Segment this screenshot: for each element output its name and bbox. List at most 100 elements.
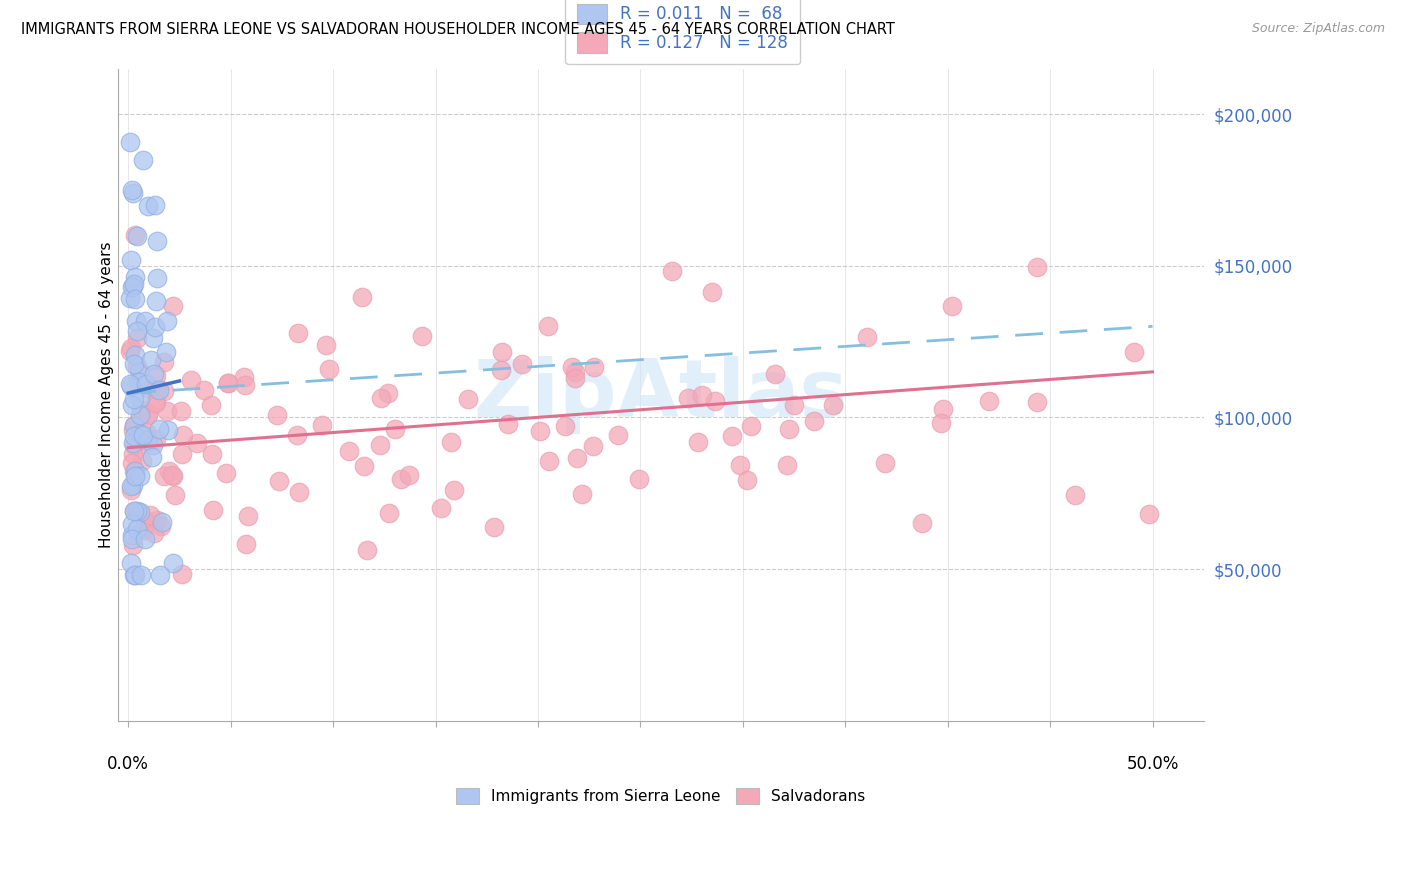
- Point: [125, 504, 148, 518]
- Point: [215, 466, 238, 480]
- Point: [141, 450, 163, 465]
- Point: [932, 401, 955, 416]
- Point: [564, 371, 586, 385]
- Point: [162, 299, 184, 313]
- Point: [170, 404, 193, 418]
- Point: [139, 352, 162, 367]
- Text: 0.0%: 0.0%: [107, 756, 149, 773]
- Point: [201, 502, 224, 516]
- Point: [571, 487, 593, 501]
- Point: [170, 447, 193, 461]
- Point: [1122, 344, 1144, 359]
- Point: [146, 513, 169, 527]
- Point: [124, 348, 146, 362]
- Point: [122, 357, 145, 371]
- Point: [567, 451, 589, 466]
- Point: [122, 478, 145, 492]
- Point: [740, 419, 762, 434]
- Point: [288, 485, 311, 500]
- Point: [193, 383, 215, 397]
- Point: [370, 437, 392, 451]
- Point: [728, 458, 751, 473]
- Text: IMMIGRANTS FROM SIERRA LEONE VS SALVADORAN HOUSEHOLDER INCOME AGES 45 - 64 YEARS: IMMIGRANTS FROM SIERRA LEONE VS SALVADOR…: [21, 22, 896, 37]
- Point: [121, 183, 143, 197]
- Point: [136, 406, 159, 420]
- Point: [162, 556, 184, 570]
- Point: [398, 467, 420, 482]
- Point: [941, 300, 963, 314]
- Point: [146, 382, 169, 396]
- Point: [156, 404, 179, 418]
- Point: [318, 362, 340, 376]
- Point: [131, 454, 153, 468]
- Point: [128, 364, 150, 378]
- Point: [122, 568, 145, 582]
- Point: [128, 391, 150, 405]
- Point: [162, 469, 184, 483]
- Point: [120, 483, 142, 498]
- Point: [391, 472, 413, 486]
- Point: [510, 357, 533, 371]
- Y-axis label: Householder Income Ages 45 - 64 years: Householder Income Ages 45 - 64 years: [100, 242, 114, 548]
- Point: [661, 264, 683, 278]
- Point: [160, 468, 183, 483]
- Point: [979, 394, 1001, 409]
- Point: [163, 488, 186, 502]
- Point: [384, 422, 406, 436]
- Point: [703, 393, 725, 408]
- Point: [124, 269, 146, 284]
- Point: [153, 384, 176, 399]
- Text: ZipAtlas: ZipAtlas: [474, 356, 848, 434]
- Text: Source: ZipAtlas.com: Source: ZipAtlas.com: [1251, 22, 1385, 36]
- Point: [143, 396, 166, 410]
- Point: [148, 568, 170, 582]
- Point: [122, 504, 145, 518]
- Point: [823, 398, 845, 412]
- Point: [554, 419, 576, 434]
- Point: [142, 438, 165, 452]
- Point: [148, 383, 170, 397]
- Point: [186, 435, 208, 450]
- Point: [537, 454, 560, 468]
- Point: [132, 428, 155, 442]
- Point: [122, 435, 145, 450]
- Point: [118, 291, 141, 305]
- Point: [200, 398, 222, 412]
- Point: [145, 368, 167, 383]
- Point: [496, 417, 519, 432]
- Point: [139, 508, 162, 522]
- Point: [1026, 395, 1049, 409]
- Point: [172, 566, 194, 581]
- Point: [1026, 260, 1049, 275]
- Point: [129, 403, 152, 417]
- Point: [875, 456, 897, 470]
- Point: [411, 329, 433, 343]
- Point: [121, 278, 143, 293]
- Point: [377, 386, 399, 401]
- Text: 50.0%: 50.0%: [1126, 756, 1178, 773]
- Point: [136, 199, 159, 213]
- Point: [582, 359, 605, 374]
- Point: [134, 533, 156, 547]
- Point: [172, 428, 194, 442]
- Point: [735, 474, 758, 488]
- Point: [122, 186, 145, 201]
- Point: [122, 438, 145, 452]
- Point: [350, 290, 373, 304]
- Point: [128, 468, 150, 483]
- Point: [145, 293, 167, 308]
- Point: [217, 376, 239, 391]
- Point: [489, 362, 512, 376]
- Point: [353, 458, 375, 473]
- Point: [136, 408, 159, 422]
- Point: [118, 377, 141, 392]
- Point: [356, 543, 378, 558]
- Point: [910, 516, 932, 531]
- Point: [120, 556, 142, 570]
- Point: [315, 338, 337, 352]
- Point: [122, 464, 145, 478]
- Point: [561, 359, 583, 374]
- Point: [155, 345, 177, 359]
- Point: [1137, 507, 1160, 521]
- Point: [232, 370, 254, 384]
